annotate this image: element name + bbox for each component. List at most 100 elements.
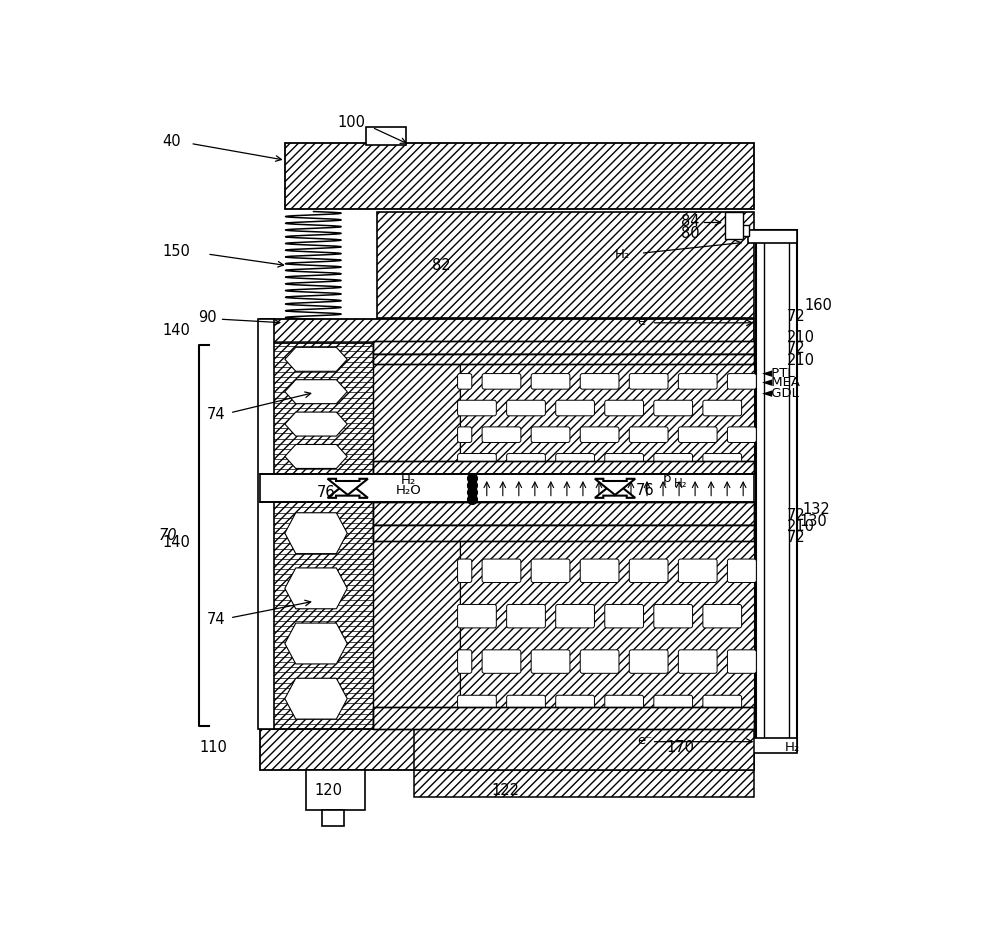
FancyBboxPatch shape: [458, 650, 472, 673]
FancyBboxPatch shape: [678, 559, 717, 583]
FancyBboxPatch shape: [458, 695, 496, 719]
Bar: [460, 341, 754, 475]
Text: H₂: H₂: [615, 248, 630, 262]
FancyBboxPatch shape: [629, 427, 668, 442]
FancyArrow shape: [328, 482, 368, 497]
FancyBboxPatch shape: [556, 347, 594, 362]
Text: H₂: H₂: [401, 474, 416, 487]
Bar: [373, 461, 754, 475]
FancyBboxPatch shape: [556, 605, 594, 628]
Polygon shape: [285, 568, 347, 609]
Text: 110: 110: [199, 740, 227, 755]
FancyBboxPatch shape: [458, 400, 496, 416]
Text: 72: 72: [787, 341, 806, 356]
FancyBboxPatch shape: [482, 650, 521, 673]
FancyBboxPatch shape: [580, 650, 619, 673]
FancyBboxPatch shape: [580, 374, 619, 389]
FancyBboxPatch shape: [727, 559, 756, 583]
Bar: [260, 341, 373, 475]
FancyBboxPatch shape: [703, 347, 742, 362]
FancyBboxPatch shape: [458, 559, 472, 583]
Text: ◄GDL: ◄GDL: [761, 387, 799, 399]
Text: 76: 76: [317, 485, 336, 500]
Bar: [322, 809, 344, 825]
FancyBboxPatch shape: [580, 559, 619, 583]
Bar: [373, 502, 460, 729]
Bar: [260, 502, 373, 729]
FancyBboxPatch shape: [482, 427, 521, 442]
FancyBboxPatch shape: [703, 695, 742, 719]
Bar: [373, 461, 754, 475]
Polygon shape: [285, 379, 347, 403]
FancyBboxPatch shape: [507, 695, 545, 719]
FancyBboxPatch shape: [703, 514, 742, 537]
Bar: [260, 729, 754, 769]
Text: H₂O: H₂O: [395, 484, 421, 497]
Text: e⁻: e⁻: [637, 315, 652, 328]
Text: 90: 90: [198, 310, 217, 325]
Text: H₂: H₂: [785, 741, 800, 754]
FancyBboxPatch shape: [654, 695, 693, 719]
Text: 170: 170: [666, 740, 694, 755]
FancyBboxPatch shape: [556, 695, 594, 719]
Text: 160: 160: [804, 299, 832, 314]
FancyBboxPatch shape: [531, 650, 570, 673]
Text: 72: 72: [787, 530, 806, 545]
FancyBboxPatch shape: [605, 514, 644, 537]
Bar: [373, 355, 754, 364]
FancyBboxPatch shape: [556, 400, 594, 416]
FancyBboxPatch shape: [458, 605, 496, 628]
FancyBboxPatch shape: [629, 650, 668, 673]
FancyBboxPatch shape: [507, 454, 545, 469]
Polygon shape: [285, 444, 347, 469]
FancyArrow shape: [328, 478, 368, 495]
Text: 210: 210: [787, 330, 815, 345]
FancyBboxPatch shape: [654, 454, 693, 469]
Text: ◄MEA: ◄MEA: [761, 377, 800, 389]
FancyBboxPatch shape: [507, 605, 545, 628]
FancyBboxPatch shape: [507, 400, 545, 416]
FancyBboxPatch shape: [678, 650, 717, 673]
Polygon shape: [285, 412, 347, 437]
Bar: [727, 225, 749, 237]
Text: 132: 132: [802, 502, 830, 517]
Text: 82: 82: [432, 259, 451, 273]
FancyBboxPatch shape: [458, 347, 496, 362]
FancyBboxPatch shape: [531, 374, 570, 389]
Text: e⁻: e⁻: [637, 734, 652, 747]
Bar: [260, 320, 754, 342]
FancyBboxPatch shape: [703, 454, 742, 469]
FancyBboxPatch shape: [531, 427, 570, 442]
Bar: [373, 707, 754, 729]
Text: 150: 150: [162, 244, 190, 260]
Polygon shape: [285, 513, 347, 553]
FancyBboxPatch shape: [654, 400, 693, 416]
Text: 76: 76: [636, 483, 654, 498]
FancyBboxPatch shape: [727, 374, 756, 389]
Text: 120: 120: [314, 783, 342, 798]
Text: 70: 70: [159, 528, 177, 543]
FancyBboxPatch shape: [458, 454, 496, 469]
Bar: [756, 230, 797, 751]
FancyBboxPatch shape: [654, 347, 693, 362]
Text: p: p: [663, 473, 671, 485]
Bar: [460, 502, 754, 729]
FancyBboxPatch shape: [727, 650, 756, 673]
FancyBboxPatch shape: [629, 374, 668, 389]
Text: 74: 74: [207, 611, 225, 627]
Text: 74: 74: [207, 407, 225, 422]
FancyArrow shape: [595, 482, 635, 497]
Text: 210: 210: [787, 353, 815, 368]
FancyBboxPatch shape: [458, 374, 472, 389]
FancyBboxPatch shape: [605, 400, 644, 416]
Bar: [260, 341, 373, 475]
Text: H₂: H₂: [674, 476, 687, 490]
FancyBboxPatch shape: [458, 514, 496, 537]
Bar: [373, 502, 754, 525]
FancyArrow shape: [595, 478, 635, 495]
FancyBboxPatch shape: [654, 514, 693, 537]
Bar: [373, 341, 460, 475]
Bar: [373, 525, 754, 541]
FancyBboxPatch shape: [605, 605, 644, 628]
Text: 40: 40: [162, 134, 181, 149]
